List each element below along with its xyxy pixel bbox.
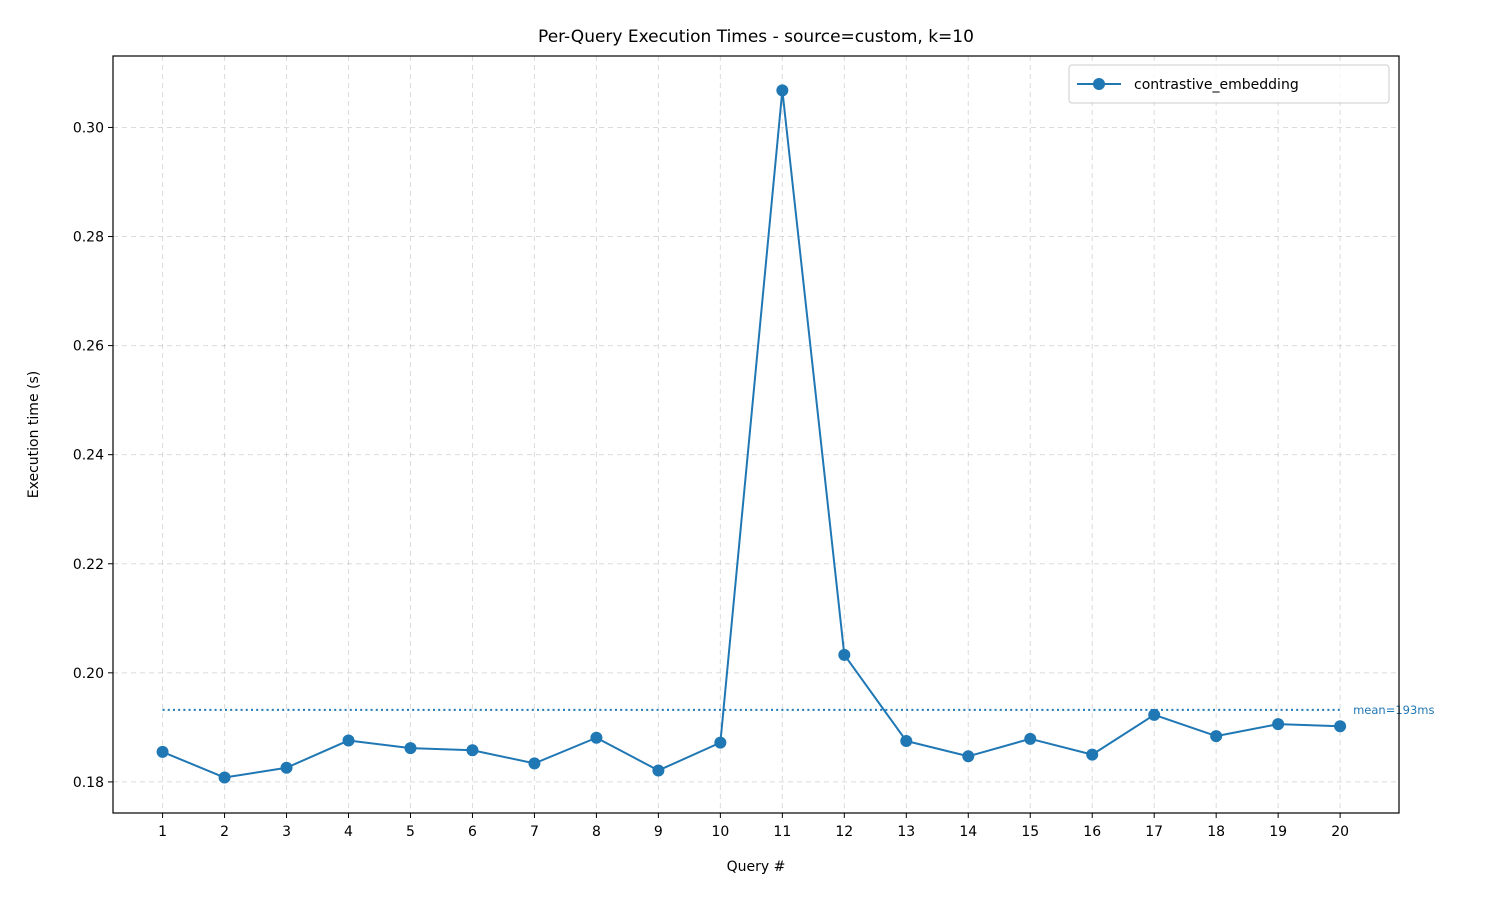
- x-tick-label: 2: [220, 824, 229, 840]
- x-tick-label: 11: [773, 824, 791, 840]
- x-tick-label: 8: [592, 824, 601, 840]
- y-tick-label: 0.28: [73, 230, 104, 246]
- data-point: [652, 764, 665, 777]
- data-point: [1334, 720, 1347, 733]
- mean-layer: mean=193ms: [162, 703, 1435, 717]
- x-tick-label: 17: [1145, 824, 1163, 840]
- x-tick-label: 5: [406, 824, 415, 840]
- chart-title: Per-Query Execution Times - source=custo…: [538, 27, 974, 47]
- data-point: [218, 771, 231, 784]
- plot-frame: [112, 55, 1400, 814]
- data-point: [528, 757, 541, 770]
- x-axis: 1 2 3 4 5 6 7 8 9 10 11 12 13 14 15 16 17 18 19 20: [158, 813, 1349, 840]
- grid: [113, 56, 1399, 813]
- data-point: [1148, 708, 1161, 721]
- x-axis-title: Query #: [727, 859, 786, 875]
- x-tick-label: 20: [1331, 824, 1349, 840]
- x-tick-label: 18: [1207, 824, 1225, 840]
- data-point: [466, 744, 479, 757]
- legend-box: [1068, 64, 1390, 104]
- x-tick-label: 6: [468, 824, 477, 840]
- legend: contrastive_embedding: [1068, 64, 1390, 104]
- y-tick-label: 0.20: [73, 666, 104, 682]
- x-tick-label: 12: [835, 824, 853, 840]
- y-axis-title: Execution time (s): [26, 371, 42, 498]
- data-point: [1024, 732, 1037, 745]
- y-tick-label: 0.30: [73, 120, 104, 136]
- x-tick-label: 13: [897, 824, 915, 840]
- data-point: [156, 745, 169, 758]
- x-tick-label: 9: [654, 824, 663, 840]
- series-layer: [156, 84, 1347, 784]
- x-tick-label: 19: [1269, 824, 1287, 840]
- legend-marker: [1093, 78, 1105, 90]
- legend-label: contrastive_embedding: [1134, 77, 1299, 93]
- mean-label: mean=193ms: [1353, 703, 1434, 717]
- y-tick-label: 0.18: [73, 775, 104, 791]
- data-point: [1210, 730, 1223, 743]
- x-tick-label: 10: [711, 824, 729, 840]
- x-tick-label: 15: [1021, 824, 1039, 840]
- data-point: [1272, 718, 1285, 731]
- series-line: [162, 89, 1341, 779]
- x-tick-label: 1: [158, 824, 167, 840]
- data-point: [838, 648, 851, 661]
- data-point: [714, 736, 727, 749]
- data-point: [590, 731, 603, 744]
- data-point: [776, 84, 789, 97]
- data-point: [404, 742, 417, 755]
- data-point: [962, 750, 975, 763]
- data-point: [280, 761, 293, 774]
- x-tick-label: 7: [530, 824, 539, 840]
- y-axis: 0.18 0.20 0.22 0.24 0.26 0.28 0.30: [73, 120, 113, 791]
- y-tick-label: 0.26: [73, 339, 104, 355]
- x-tick-label: 4: [344, 824, 353, 840]
- y-tick-label: 0.22: [73, 557, 104, 573]
- x-tick-label: 3: [282, 824, 291, 840]
- data-point: [900, 735, 913, 748]
- data-point: [1086, 748, 1099, 761]
- y-tick-label: 0.24: [73, 448, 104, 464]
- x-tick-label: 14: [959, 824, 977, 840]
- x-tick-label: 16: [1083, 824, 1101, 840]
- data-point: [342, 734, 355, 747]
